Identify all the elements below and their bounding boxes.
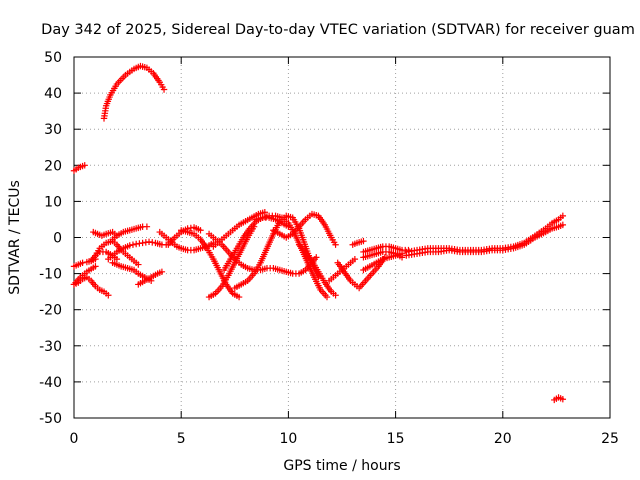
y-tick-label: -40 xyxy=(39,375,62,391)
x-axis: 0 5 10 15 20 25 xyxy=(70,57,619,447)
y-tick-label: -50 xyxy=(39,411,62,427)
x-tick-label: 10 xyxy=(279,431,297,447)
series-arc-ag xyxy=(551,394,567,404)
series-arc-w xyxy=(295,241,339,299)
data-point xyxy=(398,254,406,261)
series-arc-i xyxy=(90,228,121,239)
data-point xyxy=(158,268,166,275)
x-tick-label: 20 xyxy=(494,431,512,447)
data-point xyxy=(92,263,99,270)
data-point xyxy=(113,255,121,263)
series-arc-ad xyxy=(360,248,406,261)
series-arc-a xyxy=(70,162,88,174)
y-axis-label: SDTVAR / TECUs xyxy=(7,180,23,295)
data-point xyxy=(332,241,339,248)
y-tick-label: -10 xyxy=(39,267,62,283)
data-point xyxy=(197,227,204,234)
series-arc-v xyxy=(270,210,339,248)
y-tick-label: 40 xyxy=(44,86,62,102)
series-arc-q xyxy=(210,209,269,250)
series-arc-af xyxy=(403,221,567,259)
x-axis-label: GPS time / hours xyxy=(283,458,400,474)
series-arc-j xyxy=(109,223,151,243)
data-point xyxy=(323,293,331,301)
data-point xyxy=(559,212,567,220)
chart-title: Day 342 of 2025, Sidereal Day-to-day VTE… xyxy=(41,22,635,38)
series-arc-z xyxy=(349,237,367,248)
series-arc-l xyxy=(135,268,166,288)
data-point xyxy=(135,261,142,268)
data-points xyxy=(70,62,567,404)
data-point xyxy=(559,221,567,229)
series-arc-h xyxy=(105,238,170,263)
series-arc-e xyxy=(70,263,99,288)
data-point xyxy=(81,162,88,169)
series-arc-b xyxy=(100,62,168,122)
x-tick-label: 0 xyxy=(70,431,79,447)
y-tick-label: 30 xyxy=(44,122,62,138)
y-tick-label: 50 xyxy=(44,50,62,66)
y-tick-label: 10 xyxy=(44,194,62,210)
data-point xyxy=(235,293,243,301)
data-point xyxy=(559,396,567,403)
series-arc-y xyxy=(334,259,361,290)
grid-lines xyxy=(74,57,610,418)
data-point xyxy=(126,242,133,249)
y-axis: -50 -40 -30 -20 -10 0 10 20 30 40 50 xyxy=(39,50,610,427)
x-tick-label: 5 xyxy=(177,431,186,447)
data-point xyxy=(160,86,168,93)
data-point xyxy=(79,259,86,266)
data-point xyxy=(313,254,320,261)
y-tick-label: -30 xyxy=(39,339,62,355)
series-arc-r xyxy=(205,230,320,277)
data-point xyxy=(105,292,112,299)
y-tick-label: 0 xyxy=(53,231,62,247)
data-point xyxy=(360,237,367,245)
x-tick-label: 25 xyxy=(601,431,619,447)
data-point xyxy=(143,223,151,230)
y-tick-label: 20 xyxy=(44,158,62,174)
x-tick-label: 15 xyxy=(387,431,405,447)
y-tick-label: -20 xyxy=(39,303,62,319)
data-point xyxy=(129,241,137,248)
data-point xyxy=(332,292,339,299)
data-point xyxy=(351,255,359,263)
series-arc-x xyxy=(325,255,359,285)
series-arc-o xyxy=(178,227,243,301)
